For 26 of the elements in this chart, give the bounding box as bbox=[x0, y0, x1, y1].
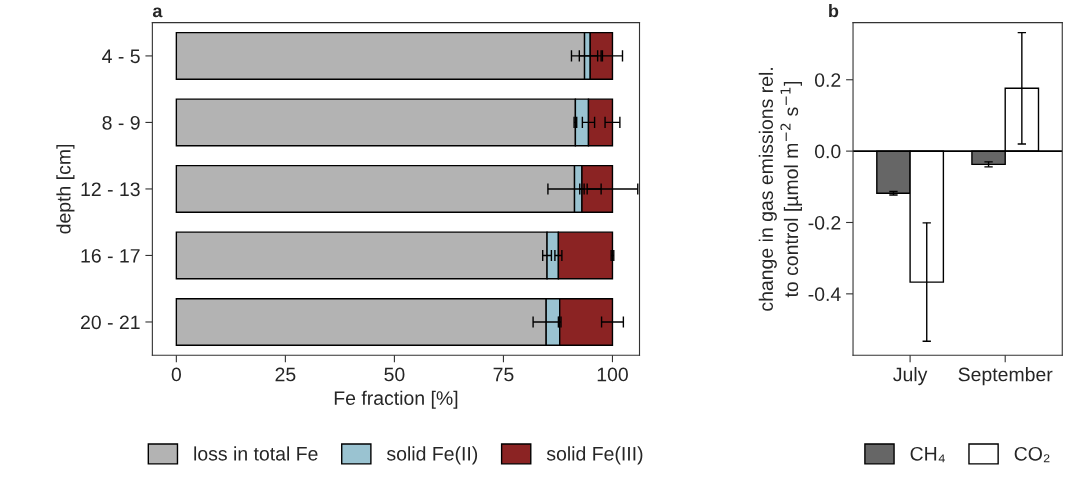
y-tick-label: -0.4 bbox=[808, 287, 841, 302]
y-axis-title: depth [cm] bbox=[56, 144, 75, 234]
legend-label: CH₄ bbox=[910, 446, 945, 463]
legend-label: loss in total Fe bbox=[194, 446, 318, 461]
y-tick-label: 20 - 21 bbox=[81, 315, 140, 330]
y-tick-label: 0.0 bbox=[814, 144, 841, 159]
y-tick-label: 16 - 17 bbox=[81, 248, 140, 263]
legend-label: solid Fe(III) bbox=[546, 446, 643, 465]
y-tick-label: 8 - 9 bbox=[102, 115, 140, 130]
x-tick-label: 100 bbox=[597, 367, 628, 382]
chart-title: b bbox=[829, 4, 839, 18]
x-axis-title: Fe fraction [%] bbox=[334, 390, 458, 409]
x-tick-label: 75 bbox=[493, 367, 514, 382]
y-tick-label: 4 - 5 bbox=[102, 49, 140, 64]
x-tick-label: 0 bbox=[171, 367, 181, 382]
x-tick-label: 25 bbox=[275, 367, 296, 382]
x-tick-label: September bbox=[958, 367, 1053, 386]
chart-title: a bbox=[152, 7, 163, 18]
y-tick-label: 0.2 bbox=[814, 73, 841, 87]
x-tick-label: July bbox=[893, 367, 928, 386]
x-tick-label: 50 bbox=[384, 367, 405, 382]
legend-label: solid Fe(II) bbox=[386, 446, 478, 465]
y-axis-title: change in gas emissions rel. to control [µmol m$^{−2}$ s$^{−1}$] bbox=[758, 68, 802, 311]
y-tick-label: 12 - 13 bbox=[81, 182, 140, 197]
legend-label: CO₂ bbox=[1014, 446, 1050, 463]
y-tick-label: -0.2 bbox=[808, 215, 841, 230]
